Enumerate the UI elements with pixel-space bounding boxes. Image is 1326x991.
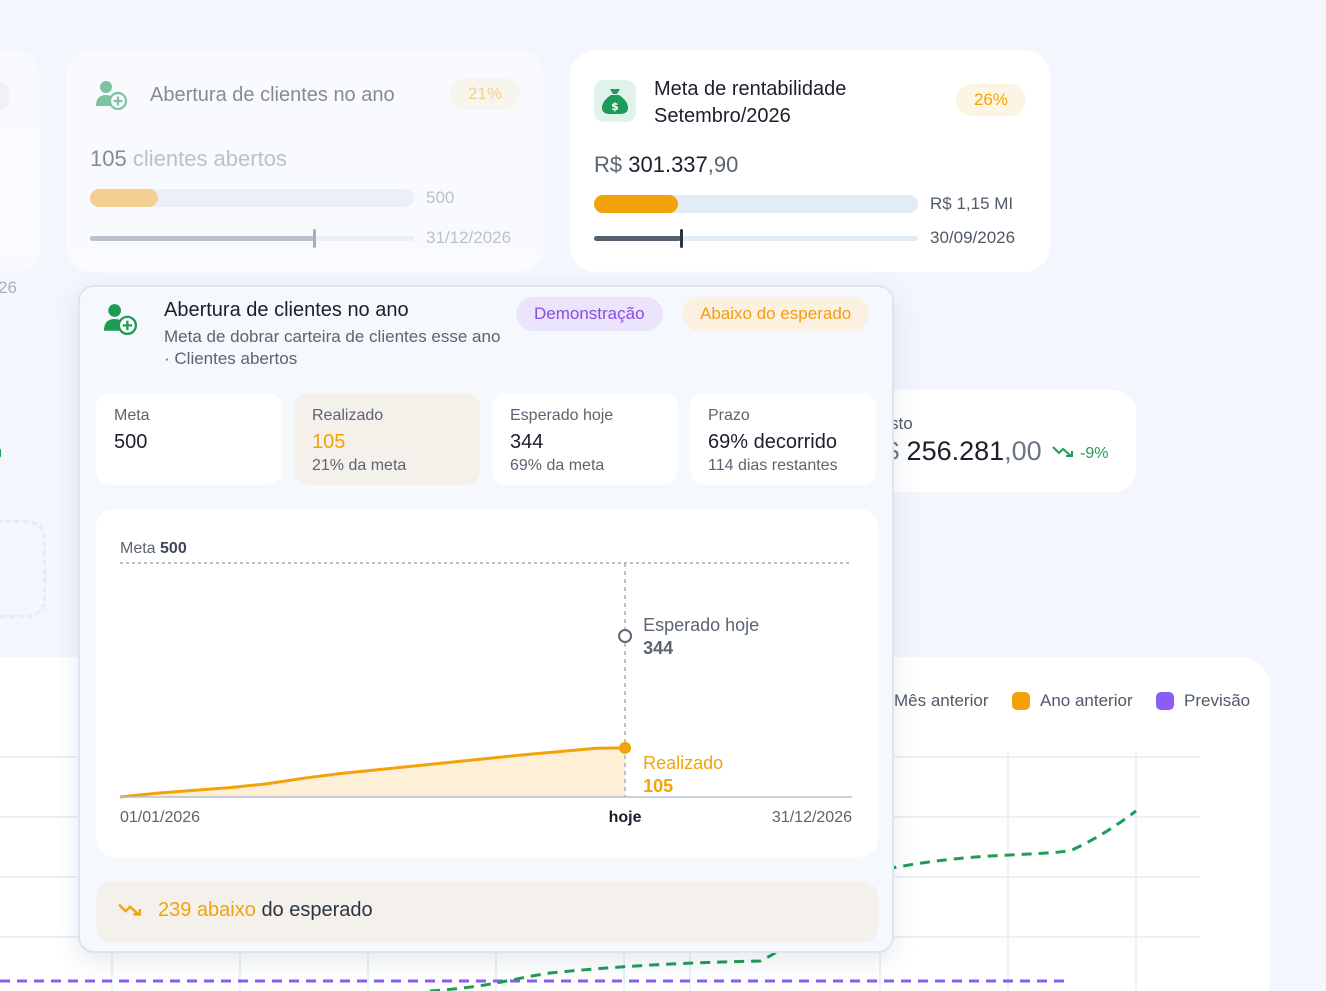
goal-progress-fill bbox=[90, 189, 159, 207]
trend-down-icon bbox=[1052, 444, 1074, 463]
stat-expected: Esperado hoje 344 69% da meta bbox=[492, 393, 678, 485]
cost-label: sto bbox=[890, 414, 913, 433]
x-tick-end: 31/12/2026 bbox=[772, 809, 852, 826]
user-plus-icon bbox=[96, 80, 128, 115]
stat-value: 69% decorrido bbox=[708, 431, 837, 453]
stat-sub: 69% da meta bbox=[510, 457, 605, 474]
x-tick-start: 01/01/2026 bbox=[120, 809, 200, 826]
cost-card[interactable]: sto $ 256.281,00 -9% bbox=[870, 390, 1136, 492]
title-line-1: Meta de rentabilidade bbox=[654, 78, 847, 100]
legend-swatch bbox=[1012, 692, 1030, 710]
today-marker bbox=[312, 229, 316, 248]
time-progress-fill bbox=[90, 236, 314, 241]
stat-label: Realizado bbox=[312, 407, 384, 424]
time-progress-bar bbox=[90, 229, 414, 248]
realized-point bbox=[619, 741, 632, 754]
goal-detail-popover: Abertura de clientes no ano Meta de dobr… bbox=[78, 285, 894, 953]
status-summary: 239 abaixo do esperado bbox=[96, 881, 878, 943]
status-badge: Abaixo do esperado bbox=[682, 297, 870, 331]
summary-text: 239 abaixo do esperado bbox=[158, 899, 373, 922]
count-value: 105 bbox=[90, 146, 127, 171]
summary-value: 239 abaixo bbox=[158, 899, 256, 921]
stat-realized: Realizado 105 21% da meta bbox=[294, 393, 480, 485]
stat-value: 105 bbox=[312, 431, 346, 453]
realized-area bbox=[120, 747, 626, 797]
card-title: Abertura de clientes no ano bbox=[150, 84, 395, 106]
current-year-line bbox=[429, 809, 1137, 991]
goal-line-label: Meta 500 bbox=[120, 540, 187, 557]
stat-label: Prazo bbox=[708, 407, 750, 424]
cost-dec: ,00 bbox=[1004, 436, 1042, 466]
stat-label: Esperado hoje bbox=[510, 407, 614, 424]
expected-value: 344 bbox=[643, 638, 673, 658]
card-title: Meta de rentabilidade Setembro/2026 bbox=[654, 76, 846, 130]
legend-item-forecast[interactable]: Previsão bbox=[1156, 691, 1250, 711]
demo-tag: Demonstração bbox=[516, 297, 663, 331]
summary-suffix: do esperado bbox=[261, 899, 373, 921]
legend-label: Ano anterior bbox=[1040, 691, 1133, 710]
count-suffix: clientes abertos bbox=[132, 146, 287, 171]
realized-line bbox=[119, 746, 626, 799]
delta-value: -9% bbox=[1080, 444, 1109, 462]
trend-down-icon bbox=[118, 901, 142, 922]
progress-chart: Meta 500 Esperado hoje 344 Realizado 105… bbox=[96, 509, 878, 857]
today-marker bbox=[680, 229, 684, 248]
goal-progress-bar bbox=[594, 195, 918, 213]
popover-title: Abertura de clientes no ano bbox=[164, 299, 409, 321]
stat-deadline: Prazo 69% decorrido 114 dias restantes bbox=[690, 393, 876, 485]
stat-value: 344 bbox=[510, 431, 544, 453]
svg-text:$: $ bbox=[611, 100, 619, 113]
realized-value: 105 bbox=[643, 776, 673, 796]
legend-item-prev-month[interactable]: Mês anterior bbox=[894, 691, 988, 711]
cost-delta: -9% bbox=[1052, 444, 1108, 463]
deadline-date: 31/12/2026 bbox=[426, 228, 512, 247]
stat-value: 500 bbox=[114, 431, 148, 453]
title-line-2: Setembro/2026 bbox=[654, 105, 791, 127]
stat-sub: 21% da meta bbox=[312, 457, 407, 474]
legend-label: Mês anterior bbox=[894, 691, 989, 710]
expected-label: Esperado hoje bbox=[643, 615, 759, 635]
clients-goal-card[interactable]: Abertura de clientes no ano 21% 105 clie… bbox=[66, 50, 544, 272]
goal-value: 500 bbox=[426, 188, 455, 207]
cost-int: 256.281 bbox=[906, 436, 1005, 466]
clipped-metric-card: 26 bbox=[0, 50, 40, 297]
user-plus-icon bbox=[104, 303, 138, 340]
goal-progress-bar bbox=[90, 189, 414, 207]
add-card-placeholder[interactable] bbox=[0, 520, 46, 618]
clients-count: 105 clientes abertos bbox=[90, 146, 287, 172]
legend-swatch bbox=[1156, 692, 1174, 710]
time-progress-fill bbox=[594, 236, 682, 241]
amount-dec: ,90 bbox=[707, 152, 739, 177]
realized-label: Realizado bbox=[643, 753, 723, 773]
trend-dot bbox=[0, 448, 1, 458]
legend-item-prev-year[interactable]: Ano anterior bbox=[1012, 691, 1133, 711]
money-bag-icon: $ bbox=[594, 80, 636, 122]
stat-label: Meta bbox=[114, 407, 150, 424]
deadline-date: 30/09/2026 bbox=[930, 228, 1016, 247]
badge-placeholder bbox=[0, 80, 10, 112]
currency: R$ bbox=[594, 152, 623, 177]
expected-point bbox=[618, 629, 633, 644]
popover-subtitle: Meta de dobrar carteira de clientes esse… bbox=[164, 327, 501, 368]
goal-progress-fill bbox=[594, 195, 679, 213]
percent-badge: 21% bbox=[449, 78, 520, 110]
time-progress-bar bbox=[594, 229, 918, 248]
date-fragment: 26 bbox=[0, 278, 17, 297]
progress-chart-svg: Meta 500 Esperado hoje 344 Realizado 105… bbox=[119, 540, 852, 826]
profit-amount: R$ 301.337,90 bbox=[594, 152, 738, 178]
profit-goal-card[interactable]: $ Meta de rentabilidade Setembro/2026 26%… bbox=[570, 50, 1050, 272]
percent-badge: 26% bbox=[955, 84, 1026, 116]
legend-label: Previsão bbox=[1184, 691, 1251, 710]
amount-int: 301.337 bbox=[628, 152, 708, 177]
x-tick-today: hoje bbox=[609, 809, 642, 826]
stat-goal: Meta 500 bbox=[96, 393, 282, 485]
goal-value: R$ 1,15 MI bbox=[930, 194, 1014, 213]
stat-sub: 114 dias restantes bbox=[708, 457, 838, 474]
cost-value: $ 256.281,00 bbox=[884, 436, 1042, 467]
